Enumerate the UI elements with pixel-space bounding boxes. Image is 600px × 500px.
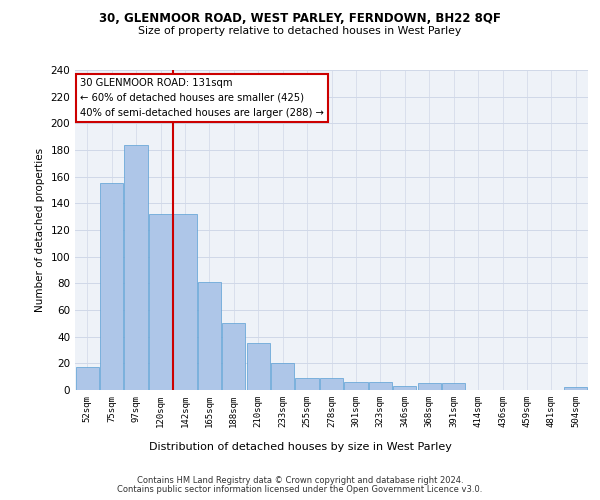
Bar (173, 214, 197, 390)
Bar (124, 144, 148, 390)
Bar (295, 378, 319, 390)
Bar (149, 214, 172, 390)
Text: 30 GLENMOOR ROAD: 131sqm
← 60% of detached houses are smaller (425)
40% of semi-: 30 GLENMOOR ROAD: 131sqm ← 60% of detach… (80, 78, 324, 118)
Text: 30, GLENMOOR ROAD, WEST PARLEY, FERNDOWN, BH22 8QF: 30, GLENMOOR ROAD, WEST PARLEY, FERNDOWN… (99, 12, 501, 24)
Y-axis label: Number of detached properties: Number of detached properties (35, 148, 45, 312)
Bar (100, 184, 123, 390)
Text: Contains HM Land Registry data © Crown copyright and database right 2024.: Contains HM Land Registry data © Crown c… (137, 476, 463, 485)
Bar (442, 384, 465, 390)
Bar (418, 384, 441, 390)
Bar (76, 368, 99, 390)
Text: Size of property relative to detached houses in West Parley: Size of property relative to detached ho… (139, 26, 461, 36)
Bar (369, 382, 392, 390)
Bar (198, 282, 221, 390)
Bar (393, 386, 416, 390)
Bar (320, 378, 343, 390)
Bar (222, 324, 245, 390)
Text: Contains public sector information licensed under the Open Government Licence v3: Contains public sector information licen… (118, 485, 482, 494)
Bar (564, 388, 587, 390)
Bar (271, 364, 294, 390)
Text: Distribution of detached houses by size in West Parley: Distribution of detached houses by size … (149, 442, 451, 452)
Bar (247, 344, 270, 390)
Bar (344, 382, 368, 390)
